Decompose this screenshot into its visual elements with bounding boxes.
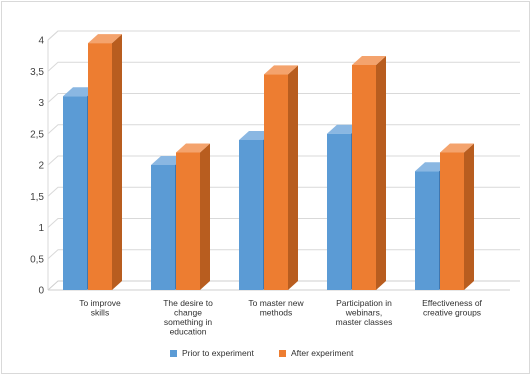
y-tick-label: 0,5 (30, 254, 44, 265)
legend: Prior to experiment After experiment (170, 348, 354, 358)
y-tick-label: 3 (38, 98, 44, 109)
bar-after (88, 34, 122, 290)
y-tick-label: 2,5 (30, 129, 44, 140)
legend-label: Prior to experiment (182, 348, 254, 358)
legend-item-after: After experiment (279, 348, 354, 358)
y-tick-label: 4 (38, 36, 44, 47)
y-tick-label: 3,5 (30, 67, 44, 78)
x-category-label: To master new methods (248, 298, 304, 318)
legend-swatch (170, 350, 177, 357)
bar-after (264, 65, 298, 290)
y-tick-label: 2 (38, 161, 44, 172)
x-category-label: Participation in webinars, master classes (336, 298, 393, 327)
gridline (47, 30, 520, 41)
label-layer: 0 0,5 1 1,5 2 2,5 3 3,5 4 To improve skills The des… (30, 36, 482, 337)
legend-label: After experiment (291, 348, 354, 358)
y-tick-label: 1,5 (30, 192, 44, 203)
x-category-label: The desire to change something in education (163, 298, 213, 337)
x-category-label: To improve skills (79, 298, 121, 318)
y-tick-label: 1 (38, 223, 44, 234)
bar-after (352, 56, 386, 290)
legend-swatch (279, 350, 286, 357)
bar-after (440, 143, 474, 290)
x-category-label: Effectiveness of creative groups (422, 298, 482, 318)
bar-layer (63, 34, 474, 290)
bar-after (176, 143, 210, 290)
y-tick-label: 0 (38, 286, 44, 297)
legend-item-prior: Prior to experiment (170, 348, 254, 358)
